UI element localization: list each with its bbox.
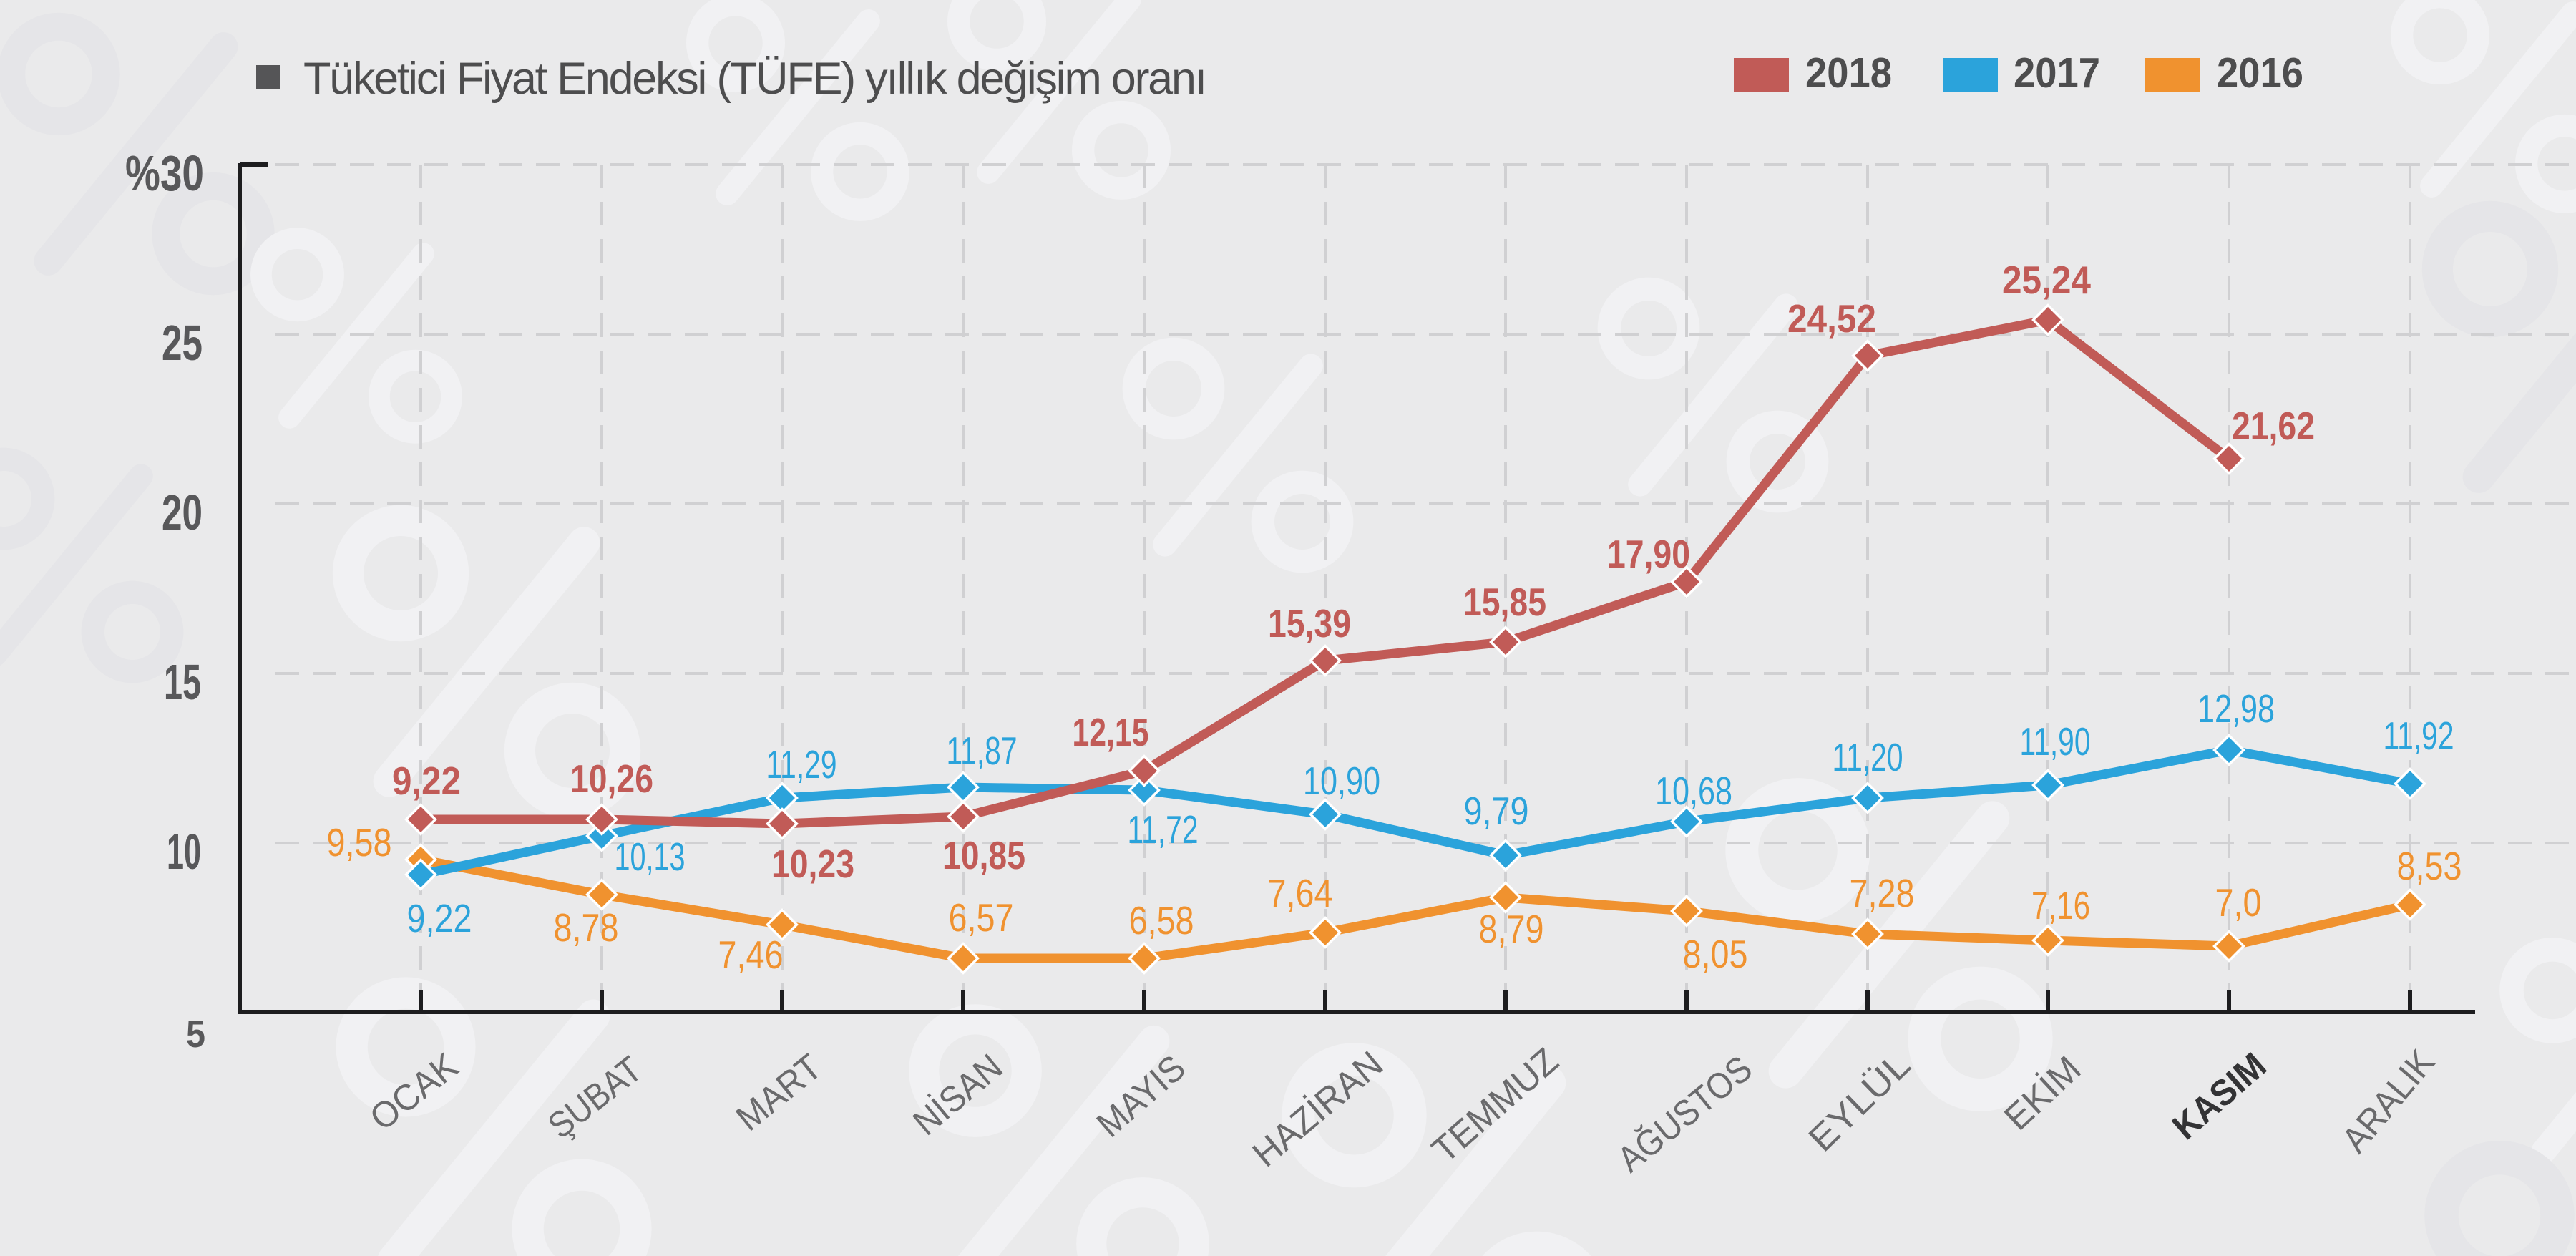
svg-text:7,46: 7,46 bbox=[718, 933, 784, 977]
svg-text:9,58: 9,58 bbox=[327, 820, 392, 865]
svg-text:10,13: 10,13 bbox=[615, 834, 686, 879]
svg-text:11,29: 11,29 bbox=[766, 742, 837, 787]
svg-text:15,39: 15,39 bbox=[1268, 601, 1351, 646]
svg-text:15,85: 15,85 bbox=[1463, 580, 1546, 624]
svg-text:10,26: 10,26 bbox=[570, 756, 653, 801]
svg-text:6,57: 6,57 bbox=[949, 895, 1014, 940]
svg-text:8,53: 8,53 bbox=[2397, 844, 2462, 888]
svg-text:17,90: 17,90 bbox=[1607, 532, 1690, 576]
svg-text:11,72: 11,72 bbox=[1128, 807, 1199, 852]
svg-text:25,24: 25,24 bbox=[2002, 258, 2091, 302]
svg-text:11,87: 11,87 bbox=[947, 729, 1018, 773]
svg-text:7,0: 7,0 bbox=[2215, 880, 2262, 925]
svg-text:12,98: 12,98 bbox=[2197, 686, 2275, 731]
svg-text:20: 20 bbox=[162, 485, 203, 540]
svg-text:25: 25 bbox=[162, 315, 203, 371]
svg-text:8,05: 8,05 bbox=[1683, 932, 1748, 976]
svg-text:10,85: 10,85 bbox=[942, 833, 1025, 877]
svg-text:9,79: 9,79 bbox=[1464, 789, 1529, 833]
svg-text:12,15: 12,15 bbox=[1073, 710, 1149, 754]
svg-text:9,22: 9,22 bbox=[407, 896, 472, 940]
svg-text:10,90: 10,90 bbox=[1303, 759, 1380, 803]
svg-text:24,52: 24,52 bbox=[1787, 296, 1876, 341]
svg-text:Tüketici Fiyat Endeksi (TÜFE): Tüketici Fiyat Endeksi (TÜFE) yıllık değ… bbox=[303, 54, 1206, 104]
svg-text:15: 15 bbox=[164, 654, 201, 710]
svg-text:5: 5 bbox=[186, 1013, 205, 1056]
svg-text:11,20: 11,20 bbox=[1833, 735, 1903, 779]
svg-text:2017: 2017 bbox=[2014, 49, 2100, 97]
svg-text:2016: 2016 bbox=[2217, 49, 2303, 97]
svg-text:7,16: 7,16 bbox=[2031, 883, 2090, 928]
svg-text:10: 10 bbox=[167, 824, 201, 880]
svg-text:6,58: 6,58 bbox=[1129, 898, 1194, 943]
svg-text:9,22: 9,22 bbox=[392, 759, 461, 803]
svg-text:8,79: 8,79 bbox=[1479, 907, 1544, 951]
svg-text:10,68: 10,68 bbox=[1655, 769, 1732, 813]
svg-text:%30: %30 bbox=[125, 145, 204, 201]
svg-text:21,62: 21,62 bbox=[2232, 404, 2315, 448]
svg-text:10,23: 10,23 bbox=[771, 842, 854, 886]
svg-text:7,64: 7,64 bbox=[1268, 871, 1333, 915]
svg-text:11,92: 11,92 bbox=[2384, 714, 2454, 758]
svg-text:7,28: 7,28 bbox=[1850, 871, 1915, 915]
svg-text:2018: 2018 bbox=[1805, 49, 1892, 97]
svg-text:11,90: 11,90 bbox=[2020, 719, 2091, 764]
svg-text:8,78: 8,78 bbox=[554, 905, 619, 950]
